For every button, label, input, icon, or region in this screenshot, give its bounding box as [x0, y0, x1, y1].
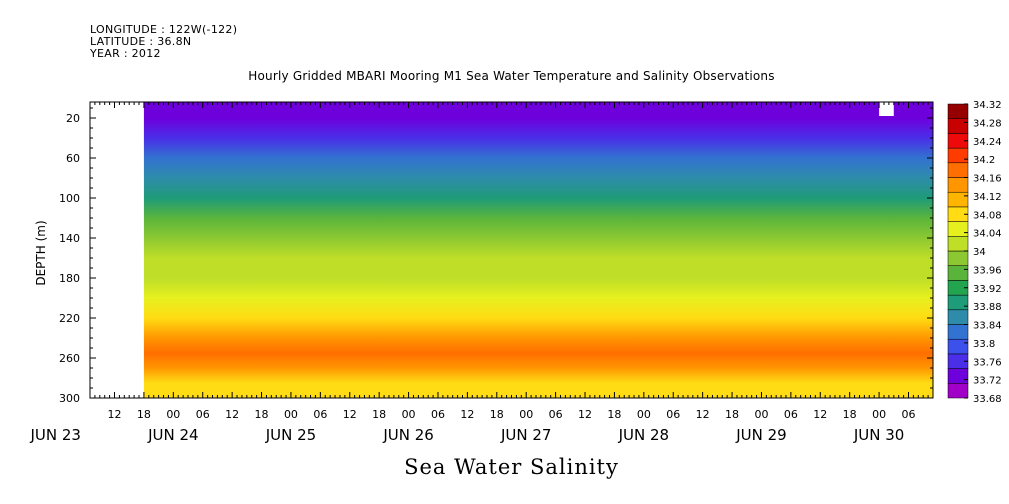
colorbar-label: 33.72 — [973, 376, 1002, 387]
chart-title: Hourly Gridded MBARI Mooring M1 Sea Wate… — [248, 69, 775, 83]
colorbar-swatch — [947, 294, 969, 311]
x-date-label: JUN 23 — [29, 426, 80, 444]
colorbar-swatch — [947, 118, 969, 134]
latitude-label: LATITUDE : 36.8N — [90, 35, 192, 48]
colorbar-swatch — [947, 236, 969, 252]
x-tick-label: 12 — [813, 408, 827, 421]
missing-data-patch — [879, 102, 894, 116]
salinity-field — [143, 102, 934, 398]
colorbar-swatch — [947, 338, 969, 355]
y-axis-label: DEPTH (m) — [34, 220, 48, 285]
x-date-label: JUN 26 — [382, 426, 433, 444]
colorbar-label: 34.16 — [973, 174, 1002, 185]
x-tick-label: 06 — [784, 408, 798, 421]
y-tick-label: 300 — [59, 392, 80, 405]
x-tick-label: 12 — [108, 408, 122, 421]
x-date-label: JUN 30 — [853, 426, 904, 444]
colorbar-label: 33.96 — [973, 265, 1002, 276]
plot-area — [89, 101, 934, 399]
colorbar-swatch — [947, 309, 969, 325]
colorbar-swatch — [947, 265, 969, 281]
x-tick-label: 12 — [460, 408, 474, 421]
chart-subtitle: Sea Water Salinity — [404, 455, 619, 479]
x-date-label: JUN 28 — [618, 426, 669, 444]
y-tick-label: 60 — [66, 152, 80, 165]
x-tick-label: 06 — [666, 408, 680, 421]
colorbar-label: 34.32 — [973, 100, 1002, 111]
colorbar-label: 34 — [973, 247, 986, 258]
x-tick-label: 18 — [255, 408, 269, 421]
colorbar-swatch — [947, 147, 969, 164]
x-tick-label: 06 — [431, 408, 445, 421]
colorbar-label: 34.08 — [973, 210, 1002, 221]
x-tick-label: 06 — [549, 408, 563, 421]
year-label: YEAR : 2012 — [90, 47, 161, 60]
x-tick-label: 18 — [490, 408, 504, 421]
x-date-label: JUN 27 — [500, 426, 551, 444]
colorbar-label: 33.76 — [973, 357, 1002, 368]
colorbar-label: 33.8 — [973, 339, 995, 350]
x-tick-label: 00 — [637, 408, 651, 421]
colorbar-label: 34.24 — [973, 137, 1002, 148]
longitude-label: LONGITUDE : 122W(-122) — [90, 23, 238, 36]
y-tick-label: 140 — [59, 232, 80, 245]
y-tick-label: 180 — [59, 272, 80, 285]
colorbar-label: 34.2 — [973, 155, 995, 166]
x-axis: 12 18 00 06 12 18 00 06 12 18 00 06 12 18 00 06 12 18 00 06… — [29, 102, 934, 444]
colorbar-label: 34.12 — [973, 192, 1002, 203]
x-tick-label: 18 — [607, 408, 621, 421]
x-tick-label: 00 — [284, 408, 298, 421]
x-tick-label: 00 — [872, 408, 886, 421]
colorbar-label: 33.92 — [973, 284, 1002, 295]
x-date-label: JUN 24 — [147, 426, 198, 444]
x-date-label: JUN 29 — [735, 426, 786, 444]
x-tick-label: 18 — [137, 408, 151, 421]
colorbar-swatch — [947, 250, 969, 266]
x-tick-label: 12 — [696, 408, 710, 421]
colorbar-label: 33.68 — [973, 394, 1002, 405]
x-tick-label: 06 — [196, 408, 210, 421]
colorbar-swatch — [947, 368, 969, 384]
colorbar-swatch — [947, 162, 969, 178]
x-tick-label: 00 — [166, 408, 180, 421]
x-tick-label: 18 — [372, 408, 386, 421]
y-tick-label: 100 — [59, 192, 80, 205]
colorbar-swatch — [947, 383, 969, 399]
x-tick-label: 00 — [754, 408, 768, 421]
colorbar-swatch — [947, 177, 969, 193]
colorbar-label: 34.28 — [973, 118, 1002, 129]
colorbar-label: 33.84 — [973, 321, 1002, 332]
x-tick-label: 12 — [225, 408, 239, 421]
x-tick-label: 06 — [313, 408, 327, 421]
colorbar-swatch — [947, 103, 969, 119]
x-tick-label: 00 — [402, 408, 416, 421]
y-axis: 20 60 100 140 180 220 260 300 — [59, 107, 933, 405]
colorbar: 34.32 34.28 34.24 34.2 34.16 34.12 34.08 34.04 3… — [947, 100, 1002, 405]
y-tick-label: 220 — [59, 312, 80, 325]
x-tick-label: 12 — [343, 408, 357, 421]
colorbar-label: 33.88 — [973, 302, 1002, 313]
x-tick-label: 06 — [901, 408, 915, 421]
colorbar-label: 34.04 — [973, 229, 1002, 240]
y-tick-label: 260 — [59, 352, 80, 365]
x-tick-label: 18 — [725, 408, 739, 421]
y-tick-label: 20 — [66, 112, 80, 125]
x-tick-label: 12 — [578, 408, 592, 421]
x-tick-label: 00 — [519, 408, 533, 421]
colorbar-swatch — [947, 221, 969, 237]
colorbar-swatch — [947, 324, 969, 340]
x-tick-label: 18 — [843, 408, 857, 421]
x-date-label: JUN 25 — [265, 426, 316, 444]
colorbar-swatch — [947, 191, 969, 208]
